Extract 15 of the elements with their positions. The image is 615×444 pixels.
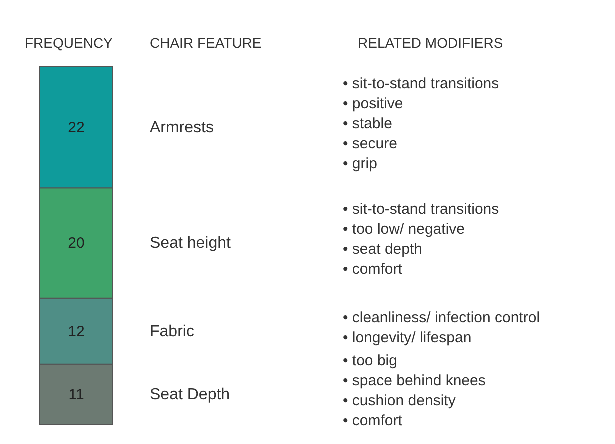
text: FREQUENCY xyxy=(25,35,114,51)
text: • cleanliness/ infection control • longevity/ lifespan xyxy=(343,309,540,346)
text: RELATED MODIFIERS xyxy=(358,35,504,51)
data-label: 22 xyxy=(68,120,85,137)
data-label: 11 xyxy=(68,386,84,404)
text: • sit-to-stand transitions • positive • stable • secure • grip xyxy=(343,76,500,173)
data-label: 12 xyxy=(68,323,85,340)
text: Fabric xyxy=(150,323,194,340)
text: Seat Depth xyxy=(150,386,230,404)
text: Armrests xyxy=(150,120,214,137)
text: Seat height xyxy=(150,235,232,252)
text: • sit-to-stand transitions • too low/ negative • seat depth • comfort xyxy=(343,201,500,278)
text: CHAIR FEATURE xyxy=(150,35,262,51)
data-label: 20 xyxy=(68,235,85,252)
text: • too big • space behind knees • cushion density • comfort xyxy=(343,352,486,430)
